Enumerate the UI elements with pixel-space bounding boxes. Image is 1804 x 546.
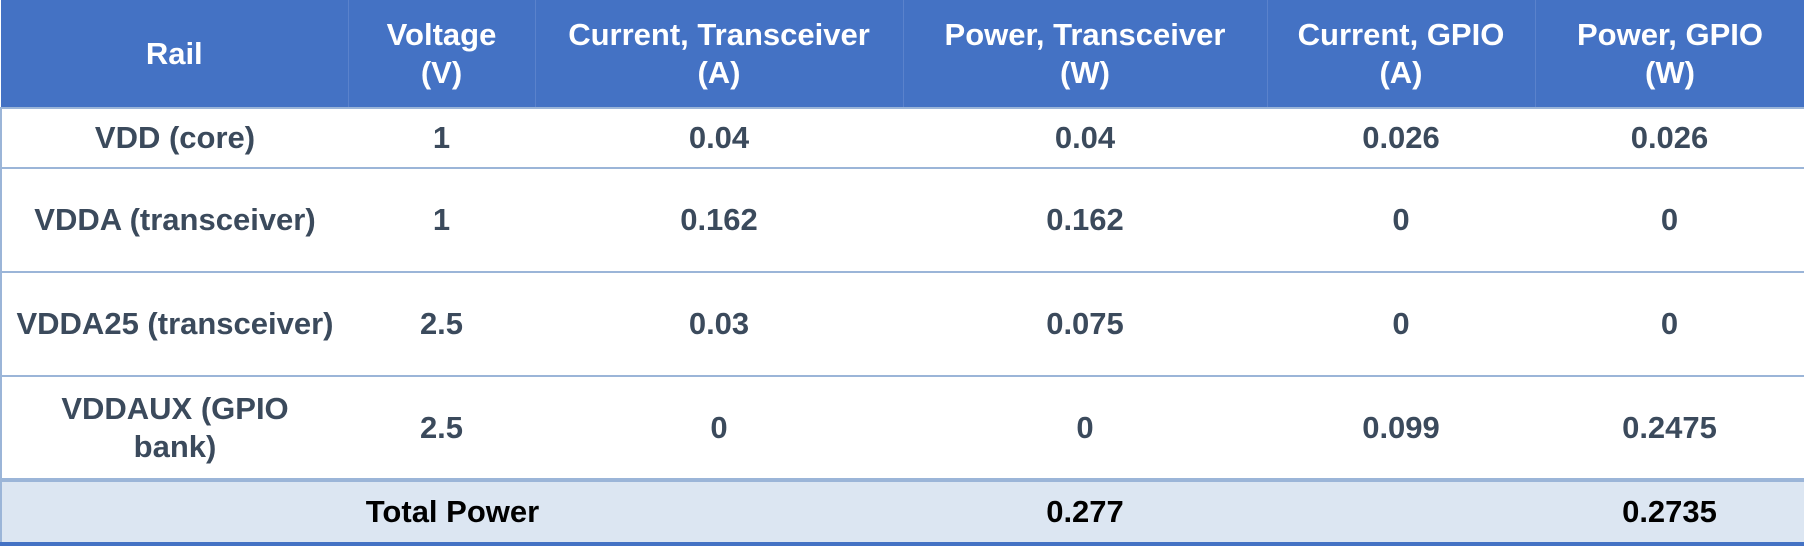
total-power-transceiver: 0.277 <box>903 478 1267 546</box>
table-cell: 0 <box>535 375 903 480</box>
table-cell: 2.5 <box>348 271 535 376</box>
table-row: VDDA (transceiver) 1 0.162 0.162 0 0 <box>1 167 1804 272</box>
table-cell: 0 <box>1267 271 1535 376</box>
table-cell: 0.162 <box>535 167 903 272</box>
table-cell: 0.03 <box>535 271 903 376</box>
table-cell: VDDA25 (transceiver) <box>1 271 348 376</box>
total-row: Total Power 0.277 0.2735 <box>1 478 1804 546</box>
table-cell: 0.04 <box>903 107 1267 168</box>
table-cell: 0 <box>903 375 1267 480</box>
table-cell: VDDA (transceiver) <box>1 167 348 272</box>
header-row: Rail Voltage (V) Current, Transceiver (A) P… <box>1 0 1804 108</box>
table-cell: VDDAUX (GPIO bank) <box>1 375 348 480</box>
table-cell: 0.026 <box>1267 107 1535 168</box>
table-cell: 1 <box>348 107 535 168</box>
header-cell: Rail <box>1 0 349 108</box>
header-cell: Power, Transceiver (W) <box>903 0 1268 108</box>
table-cell: VDD (core) <box>1 107 348 168</box>
table-row: VDD (core) 1 0.04 0.04 0.026 0.026 <box>1 107 1804 168</box>
table-row: VDDA25 (transceiver) 2.5 0.03 0.075 0 0 <box>1 271 1804 376</box>
empty-cell <box>1267 478 1535 546</box>
total-label: Total Power <box>1 478 903 546</box>
total-power-gpio: 0.2735 <box>1535 478 1804 546</box>
table-cell: 0.099 <box>1267 375 1535 480</box>
table-cell: 0.075 <box>903 271 1267 376</box>
table-cell: 2.5 <box>348 375 535 480</box>
table-row: VDDAUX (GPIO bank) 2.5 0 0 0.099 0.2475 <box>1 375 1804 480</box>
table-cell: 0.162 <box>903 167 1267 272</box>
table-cell: 0.026 <box>1535 107 1804 168</box>
table-cell: 0 <box>1535 271 1804 376</box>
table-cell: 0.2475 <box>1535 375 1804 480</box>
header-cell: Power, GPIO (W) <box>1535 0 1804 108</box>
header-cell: Current, Transceiver (A) <box>535 0 904 108</box>
header-cell: Current, GPIO (A) <box>1267 0 1536 108</box>
header-cell: Voltage (V) <box>348 0 536 108</box>
table-cell: 0 <box>1267 167 1535 272</box>
table-cell: 1 <box>348 167 535 272</box>
table-cell: 0.04 <box>535 107 903 168</box>
table-cell: 0 <box>1535 167 1804 272</box>
